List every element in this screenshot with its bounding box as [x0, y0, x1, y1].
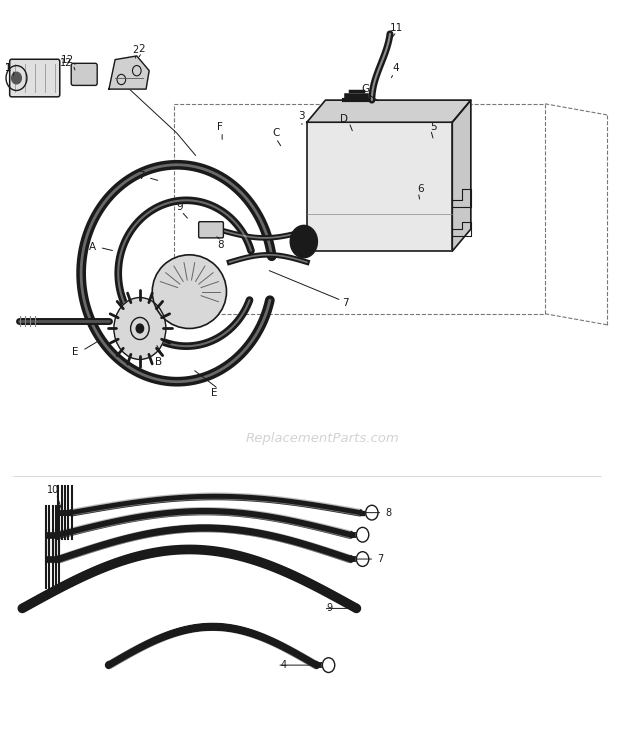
Text: 10: 10	[47, 485, 60, 494]
Text: B: B	[155, 356, 162, 367]
Text: 12: 12	[61, 55, 74, 65]
Text: 2: 2	[138, 44, 145, 54]
Text: 6: 6	[417, 184, 423, 193]
Bar	[307, 123, 452, 251]
Circle shape	[322, 658, 335, 672]
Text: E: E	[211, 387, 218, 398]
Text: 1: 1	[5, 63, 11, 74]
Text: 8: 8	[217, 241, 224, 250]
FancyBboxPatch shape	[71, 63, 97, 86]
Text: 8: 8	[386, 508, 392, 517]
Polygon shape	[452, 100, 471, 251]
Text: 4: 4	[280, 660, 286, 670]
Text: 3: 3	[299, 111, 305, 121]
Text: 7: 7	[138, 171, 145, 181]
Text: C: C	[272, 128, 280, 138]
Circle shape	[356, 552, 369, 566]
Text: 9: 9	[177, 202, 184, 212]
Circle shape	[356, 528, 369, 542]
FancyBboxPatch shape	[10, 59, 60, 97]
Polygon shape	[307, 100, 471, 123]
Text: 4: 4	[392, 63, 399, 74]
Text: 9: 9	[327, 604, 333, 613]
Text: 11: 11	[390, 23, 403, 33]
Polygon shape	[109, 56, 149, 89]
Text: 12: 12	[60, 58, 72, 69]
Text: ReplacementParts.com: ReplacementParts.com	[246, 432, 399, 446]
Bar	[174, 104, 545, 314]
Ellipse shape	[153, 255, 226, 328]
Text: 5: 5	[430, 123, 437, 132]
Text: 2: 2	[133, 45, 139, 55]
Text: D: D	[340, 114, 348, 123]
Text: 7: 7	[343, 297, 349, 308]
Circle shape	[136, 324, 144, 333]
Circle shape	[12, 72, 21, 84]
Text: 7: 7	[378, 554, 384, 564]
Text: E: E	[72, 347, 78, 357]
Text: A: A	[89, 243, 96, 252]
Circle shape	[114, 297, 166, 359]
Text: 1: 1	[5, 63, 11, 74]
Circle shape	[366, 506, 378, 520]
Text: G: G	[361, 84, 370, 94]
Circle shape	[290, 225, 317, 258]
Text: F: F	[218, 123, 223, 132]
FancyBboxPatch shape	[198, 221, 223, 238]
